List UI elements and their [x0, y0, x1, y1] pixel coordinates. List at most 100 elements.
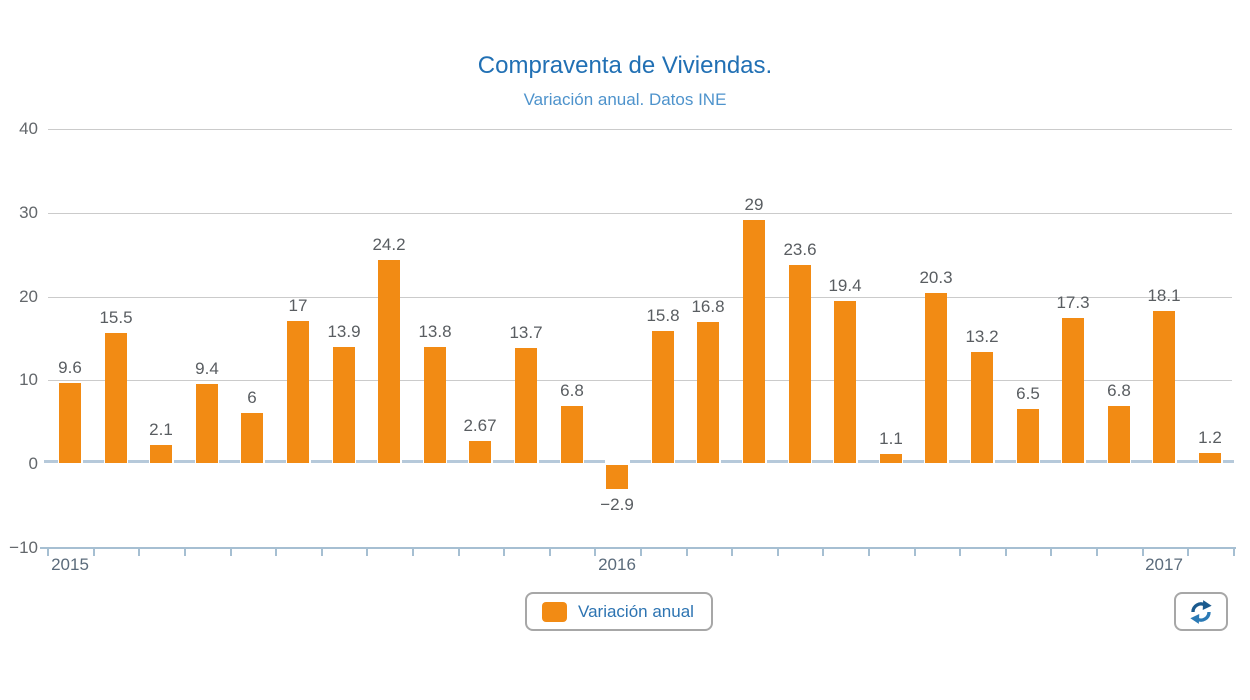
bar[interactable]: [105, 333, 127, 463]
bar-value-label: 6.5: [1016, 384, 1040, 403]
chart-subtitle: Variación anual. Datos INE: [523, 90, 727, 109]
bar-value-label: 18.1: [1147, 286, 1181, 305]
y-gridline: [48, 213, 1232, 214]
bar-value-label: 13.2: [965, 327, 999, 346]
bar-value-label: 2.1: [149, 420, 173, 439]
bar[interactable]: [697, 322, 719, 463]
bar[interactable]: [561, 406, 583, 463]
x-axis-tick: [458, 549, 460, 556]
x-axis-tick: [138, 549, 140, 556]
bar-value-label: 17: [288, 296, 308, 315]
y-gridline: [48, 297, 1232, 298]
x-axis-tick: [959, 549, 961, 556]
legend[interactable]: Variación anual: [525, 592, 713, 631]
x-axis-tick: [1187, 549, 1189, 556]
bar[interactable]: [743, 220, 765, 463]
bar-value-label: 23.6: [783, 240, 817, 259]
bar[interactable]: [150, 445, 172, 463]
bar-value-label: 6: [247, 388, 257, 407]
bar[interactable]: [606, 465, 628, 489]
bar[interactable]: [925, 293, 947, 463]
zero-line-dash: [949, 460, 970, 463]
zero-line-dash: [675, 460, 696, 463]
bar[interactable]: [333, 347, 355, 463]
bar[interactable]: [196, 384, 218, 463]
bar[interactable]: [287, 321, 309, 463]
bar-value-label: 9.4: [195, 359, 219, 378]
bar[interactable]: [789, 265, 811, 463]
bar[interactable]: [424, 347, 446, 463]
zero-line-dash: [44, 460, 58, 463]
bar-value-label: 6.8: [1107, 381, 1131, 400]
bar[interactable]: [515, 348, 537, 463]
zero-line-dash: [265, 460, 286, 463]
bar[interactable]: [880, 454, 902, 463]
zero-line-dash: [174, 460, 195, 463]
y-gridline: [48, 380, 1232, 381]
zero-line-dash: [812, 460, 833, 463]
zero-line-dash: [903, 460, 924, 463]
x-axis-tick: [47, 549, 49, 556]
bar-value-label: 1.1: [879, 429, 903, 448]
bar[interactable]: [1062, 318, 1084, 463]
bar[interactable]: [1199, 453, 1221, 463]
bar-value-label: 24.2: [372, 235, 406, 254]
x-axis-tick: [549, 549, 551, 556]
bar-value-label: 9.6: [58, 358, 82, 377]
x-axis-tick: [1005, 549, 1007, 556]
bar[interactable]: [378, 260, 400, 463]
legend-label: Variación anual: [578, 601, 694, 621]
zero-line-dash: [219, 460, 240, 463]
zero-line-dash: [858, 460, 879, 463]
bar-value-label: 1.2: [1198, 428, 1222, 447]
bar-value-label: 17.3: [1056, 293, 1090, 312]
zero-line-dash: [128, 460, 149, 463]
y-axis-label: 20: [19, 287, 38, 306]
y-axis-label: 10: [19, 370, 38, 389]
bar[interactable]: [1153, 311, 1175, 463]
bar-value-label: 13.7: [509, 323, 543, 342]
zero-line-dash: [584, 460, 605, 463]
zero-line-dash: [356, 460, 377, 463]
x-axis-line: [40, 547, 1236, 549]
bar[interactable]: [469, 441, 491, 463]
bar-value-label: 20.3: [919, 268, 953, 287]
x-axis-tick: [184, 549, 186, 556]
x-axis-tick: [230, 549, 232, 556]
x-axis-year-label: 2017: [1145, 555, 1183, 574]
zero-line-dash: [311, 460, 332, 463]
y-axis-label: 0: [28, 454, 38, 473]
x-axis-tick: [640, 549, 642, 556]
bar-value-label: 15.5: [99, 308, 133, 327]
bar-value-label: 29: [744, 195, 764, 214]
x-axis-tick: [503, 549, 505, 556]
zero-line-dash: [721, 460, 742, 463]
x-axis-tick: [777, 549, 779, 556]
bar-value-label: −2.9: [600, 495, 634, 514]
x-axis-tick: [914, 549, 916, 556]
bar[interactable]: [241, 413, 263, 463]
x-axis-tick: [366, 549, 368, 556]
bar[interactable]: [59, 383, 81, 463]
refresh-button[interactable]: [1174, 592, 1228, 631]
bar-value-label: 13.8: [418, 322, 452, 341]
bar-value-label: 15.8: [646, 306, 680, 325]
zero-line-dash: [630, 460, 651, 463]
bar[interactable]: [1108, 406, 1130, 463]
x-axis-tick: [1142, 549, 1144, 556]
legend-swatch-icon: [542, 601, 567, 622]
bar[interactable]: [971, 352, 993, 463]
zero-line-dash: [1086, 460, 1107, 463]
x-axis-tick: [321, 549, 323, 556]
y-axis-label: −10: [9, 538, 38, 557]
x-axis-tick: [594, 549, 596, 556]
bar[interactable]: [834, 301, 856, 463]
x-axis-tick: [822, 549, 824, 556]
x-axis-year-label: 2015: [51, 555, 89, 574]
bar-value-label: 13.9: [327, 322, 361, 341]
bar[interactable]: [1017, 409, 1039, 463]
zero-line-dash: [995, 460, 1016, 463]
bar[interactable]: [652, 331, 674, 463]
